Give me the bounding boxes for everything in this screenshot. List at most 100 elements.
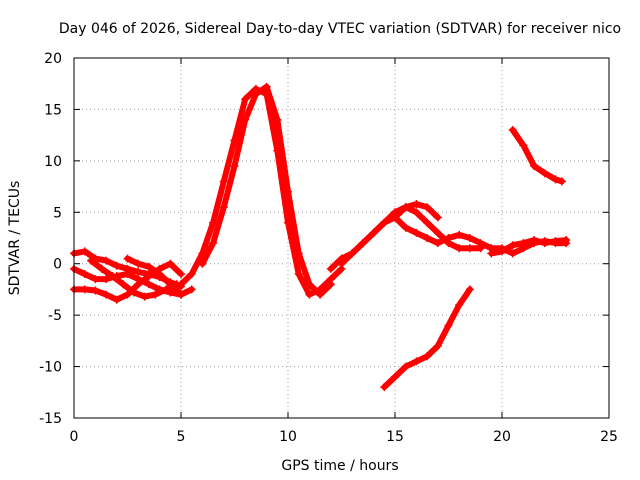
data-point [508, 241, 517, 250]
data-point [187, 270, 196, 278]
data-series-n [508, 126, 566, 186]
chart-title: Day 046 of 2026, Sidereal Day-to-day VTE… [59, 21, 621, 37]
data-point [97, 264, 106, 273]
data-series-e [123, 254, 196, 299]
y-tick-label: 15 [44, 102, 62, 118]
data-point [305, 290, 314, 299]
y-axis-label: SDTVAR / TECUs [7, 181, 23, 296]
data-point [433, 228, 442, 237]
data-point [219, 177, 228, 186]
data-point [465, 285, 474, 294]
data-point [102, 275, 111, 284]
data-point [80, 270, 89, 278]
data-point [294, 270, 303, 278]
data-point [91, 275, 100, 284]
data-point [326, 264, 335, 273]
data-point [251, 90, 260, 98]
data-point [412, 200, 421, 209]
data-point [519, 141, 528, 150]
data-point [166, 280, 175, 289]
data-point [284, 187, 292, 196]
data-point [412, 228, 421, 237]
data-point [241, 115, 250, 124]
data-point [166, 259, 175, 268]
data-point [337, 259, 346, 268]
data-point [87, 256, 96, 265]
data-point [177, 290, 185, 299]
data-point [551, 237, 560, 246]
data-point [423, 218, 432, 227]
data-point [80, 247, 89, 256]
data-point [262, 82, 271, 91]
series-trace [381, 286, 473, 391]
x-axis-label: GPS time / hours [281, 458, 398, 474]
y-tick-label: 0 [53, 257, 62, 273]
data-point [112, 261, 121, 270]
data-point [102, 256, 111, 265]
data-point [305, 280, 314, 289]
data-point [401, 362, 410, 371]
grid-lines [74, 58, 609, 418]
data-point [123, 254, 132, 263]
data-point [380, 383, 389, 392]
y-tick-label: -15 [39, 411, 62, 427]
data-point [123, 270, 132, 278]
data-point [465, 234, 474, 242]
data-point [134, 267, 143, 276]
data-point [294, 249, 303, 258]
data-point [187, 285, 196, 294]
data-point [508, 126, 517, 134]
data-point [444, 239, 453, 248]
data-point [455, 300, 464, 309]
data-point [540, 239, 549, 248]
data-point [557, 177, 566, 186]
x-tick-label: 20 [493, 429, 511, 445]
data-point [401, 223, 410, 232]
data-point [412, 208, 421, 217]
x-tick-label: 0 [70, 429, 79, 445]
data-point [144, 262, 153, 271]
series-trace [509, 127, 565, 185]
data-point [177, 280, 185, 289]
data-series-c [70, 259, 185, 304]
data-point [219, 203, 228, 212]
data-point [144, 280, 153, 289]
y-tick-label: 20 [44, 51, 62, 67]
data-point [151, 290, 160, 299]
data-point [129, 288, 138, 297]
data-series-m [380, 285, 474, 392]
data-point [423, 352, 432, 361]
data-point [91, 286, 100, 295]
data-point [112, 295, 121, 304]
data-point [209, 218, 218, 227]
y-tick-label: 10 [44, 154, 62, 170]
data-point [433, 239, 442, 248]
data-point [348, 249, 357, 258]
series-trace [327, 214, 495, 272]
data-point [540, 169, 549, 178]
data-point [326, 280, 335, 289]
data-point [80, 285, 89, 294]
plot-frame [73, 57, 610, 419]
data-point [476, 244, 485, 253]
data-point [530, 162, 539, 170]
data-point [134, 280, 143, 289]
x-tick-label: 15 [386, 429, 404, 445]
data-point [444, 321, 453, 330]
data-point [551, 175, 560, 184]
data-series-g [198, 82, 335, 299]
data-point [230, 162, 239, 170]
data-series-j [391, 200, 442, 222]
data-point [455, 230, 464, 239]
data-point [177, 270, 185, 278]
data-point [391, 372, 399, 381]
data-point [498, 247, 506, 256]
data-point [119, 280, 128, 289]
data-point [465, 244, 474, 253]
data-point [423, 234, 432, 242]
data-point [209, 239, 218, 248]
data-point [102, 290, 111, 299]
data-point [412, 357, 421, 366]
y-tick-label: 5 [53, 205, 62, 221]
